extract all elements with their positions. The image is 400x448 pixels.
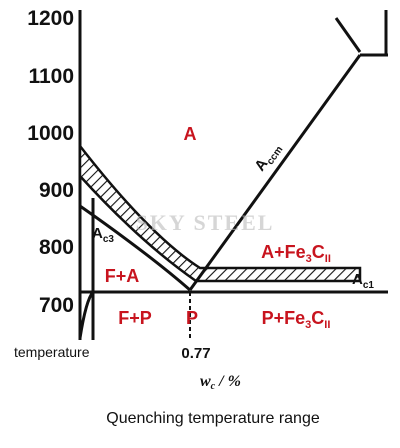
label-part: II	[324, 319, 330, 331]
label-part: II	[325, 253, 331, 265]
quench-band	[78, 142, 362, 283]
y-tick-label: 1100	[28, 65, 74, 88]
label-part: c3	[103, 234, 115, 245]
region-label: P	[186, 308, 198, 328]
x-axis-label: wc / %	[200, 373, 241, 392]
x-tick-label: 0.77	[181, 345, 210, 362]
label-part: 3	[305, 319, 311, 331]
caption: Quenching temperature range	[106, 410, 320, 427]
axis-note: temperature	[14, 344, 90, 360]
region-label: A+Fe3CII	[261, 242, 331, 265]
phase-line	[78, 291, 95, 339]
y-tick-label: 800	[39, 236, 74, 259]
y-tick-label: 1000	[27, 122, 74, 145]
region-label: F+P	[118, 308, 152, 328]
y-tick-label: 900	[39, 179, 74, 202]
y-tick-label: 700	[39, 294, 74, 317]
label-part: A	[92, 225, 103, 242]
label-part: c	[211, 381, 216, 392]
label-part: A+Fe	[261, 242, 306, 262]
label-part: A	[352, 271, 363, 288]
label-part: w	[200, 373, 211, 390]
line-label: Ac3	[92, 225, 114, 245]
accm-line	[188, 54, 362, 291]
phase-line	[334, 17, 362, 53]
label-part: C	[311, 308, 324, 328]
ac3-line	[79, 204, 191, 292]
label-part: C	[312, 242, 325, 262]
region-label: P+Fe3CII	[262, 308, 331, 331]
watermark: SKY STEEL	[136, 210, 275, 235]
region-label: F+A	[105, 266, 140, 286]
region-label: A	[184, 124, 197, 144]
label-part: P+Fe	[262, 308, 306, 328]
label-part: 3	[306, 253, 312, 265]
label-part: / %	[215, 373, 241, 390]
label-part: c1	[363, 280, 375, 291]
y-tick-label: 1200	[27, 7, 74, 30]
line-label: Ac1	[352, 271, 374, 291]
